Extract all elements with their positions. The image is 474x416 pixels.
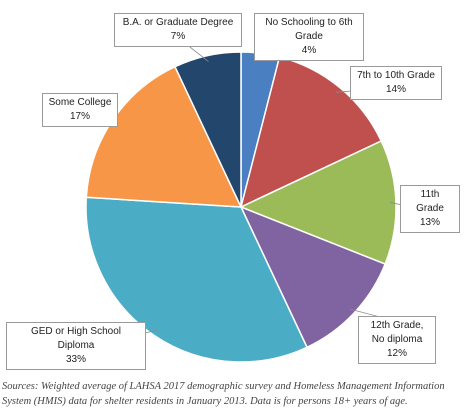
pie-slice-2 bbox=[239, 140, 397, 266]
slice-label-text: GED or High School Diploma bbox=[30, 326, 122, 351]
slice-label-text: B.A. or Graduate Degree bbox=[122, 17, 234, 28]
slice-percent: 13% bbox=[419, 217, 440, 228]
slice-label-no-schooling: No Schooling to 6th Grade 4% bbox=[254, 13, 364, 61]
slice-label-ba-graduate: B.A. or Graduate Degree 7% bbox=[114, 13, 242, 47]
slice-label-text: No Schooling to 6th Grade bbox=[265, 17, 353, 42]
pie-slice-6 bbox=[174, 51, 242, 208]
slice-label-text: Some College bbox=[48, 97, 112, 108]
slice-percent: 7% bbox=[170, 31, 186, 42]
slice-label-text: 7th to 10th Grade bbox=[357, 70, 435, 81]
slice-label-some-college: Some College 17% bbox=[42, 93, 118, 127]
slice-percent: 17% bbox=[69, 111, 90, 122]
source-note: Sources: Weighted average of LAHSA 2017 … bbox=[2, 381, 445, 407]
leader-line-4 bbox=[144, 329, 158, 334]
leader-line-2 bbox=[389, 201, 403, 206]
slice-label-text: 12th Grade, No diploma bbox=[370, 320, 424, 345]
slice-label-12th-no-diploma: 12th Grade, No diploma 12% bbox=[358, 316, 436, 364]
pie-chart-svg bbox=[85, 39, 403, 363]
pie-chart: No Schooling to 6th Grade 4% 7th to 10th… bbox=[6, 13, 460, 370]
slice-label-11th: 11th Grade 13% bbox=[400, 185, 460, 233]
slice-label-7th-10th: 7th to 10th Grade 14% bbox=[350, 66, 442, 100]
slice-label-text: 11th Grade bbox=[416, 189, 444, 214]
slice-percent: 12% bbox=[386, 348, 407, 359]
slice-percent: 4% bbox=[301, 45, 317, 56]
pie-slice-4 bbox=[85, 196, 308, 363]
slice-label-ged-hs: GED or High School Diploma 33% bbox=[6, 322, 146, 370]
pie-slice-3 bbox=[239, 205, 387, 349]
slice-percent: 14% bbox=[385, 84, 406, 95]
slice-percent: 33% bbox=[65, 354, 86, 365]
